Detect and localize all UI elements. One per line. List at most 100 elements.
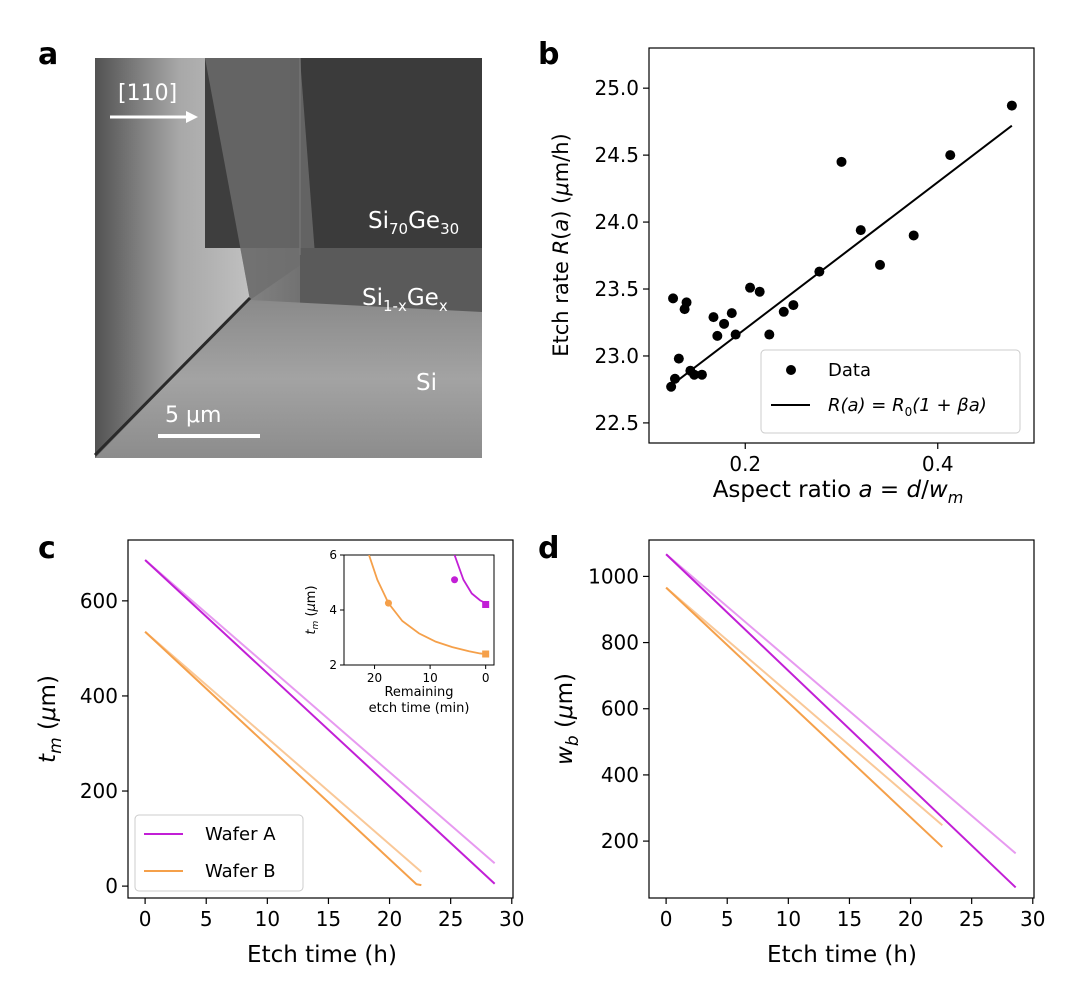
data-point [708,312,719,323]
data-point [745,282,756,293]
data-point [855,225,866,236]
legend-marker-data [786,365,796,375]
chart-c-xtick-label: 5 [200,907,213,931]
chart-b-frame [648,47,1035,444]
layer-label-mid: Si1-xGex [362,285,448,315]
chart-b-ytick-label: 24.5 [594,143,639,167]
chart-c-series-wafer-a [144,559,496,885]
inset-marker-square-wafer-a [482,601,490,608]
data-point [764,329,775,340]
inset-xtick-label: 20 [367,671,382,685]
chart-c-xtick-label: 0 [139,907,152,931]
chart-d-ylabel: wb (μm) [552,673,583,765]
inset-xtick-label: 0 [482,671,490,685]
chart-d-xtick-label: 30 [1020,907,1045,931]
chart-d-xtick-label: 15 [837,907,862,931]
sem-image: [110] Si70Ge30 Si1-xGex Si 5 μm [93,58,482,458]
inset-marker-circle-wafer-a [451,576,459,584]
chart-b-ytick-label: 24.0 [594,210,639,234]
chart-b-ylabel: Etch rate R(a) (μm/h) [549,133,573,357]
chart-c-xtick-label: 15 [316,907,341,931]
arrow-head-icon [186,111,198,123]
chart-c-frame [127,539,514,899]
legend-label-wafer-b: Wafer B [205,861,276,882]
inset-xlabel-line2: etch time (min) [369,701,470,716]
fit-line [670,124,1013,387]
chart-c-xlabel: Etch time (h) [247,942,397,968]
data-point [719,318,730,329]
inset-curve-wafer-a [453,555,487,604]
data-point [668,293,679,304]
data-point [730,329,741,340]
panel-letter-d: d [538,531,559,566]
inset-ytick-label: 2 [329,658,337,672]
chart-c-series-wafer-b-extrapolated [144,631,422,873]
data-point [778,306,789,317]
inset-frame [343,554,495,666]
inset-marker-circle-wafer-b [384,599,392,607]
chart-d-xtick-label: 10 [776,907,801,931]
data-point [726,308,737,319]
data-point [1006,100,1017,111]
chart-c-series-wafer-b [144,631,422,887]
chart-b-xlabel: Aspect ratio a = d/wm [713,477,964,507]
panel-letter-a: a [38,37,58,72]
inset-ytick-label: 4 [329,603,337,617]
chart-b-ytick-label: 23.5 [594,277,639,301]
chart-c-ytick-label: 200 [80,779,118,803]
layer-label-top: Si70Ge30 [368,208,459,238]
data-point [908,230,919,241]
chart-b-ytick-label: 25.0 [594,76,639,100]
layer-label-bottom: Si [416,370,437,396]
chart-c-series-wafer-a-extrapolated [144,559,496,865]
chart-d-ytick-label: 1000 [588,564,639,588]
chart-d-xtick-label: 20 [898,907,923,931]
legend-label-data: Data [828,360,871,381]
data-point [875,259,885,270]
chart-d-xtick-label: 25 [959,907,984,931]
data-point [673,353,684,364]
data-point [836,156,847,167]
chart-c-xtick-label: 20 [377,907,402,931]
chart-c-xtick-label: 10 [255,907,280,931]
inset-marker-square-wafer-b [482,650,490,658]
data-point [681,297,692,308]
direction-label: [110] [118,81,177,106]
data-point [712,330,723,341]
inset-ytick-label: 6 [329,548,337,562]
chart-c-ytick-label: 600 [80,589,118,613]
chart-d-frame [648,539,1035,899]
chart-d-ytick-label: 200 [601,829,639,853]
chart-d-ytick-label: 800 [601,631,639,655]
chart-b-ytick-label: 23.0 [594,344,639,368]
chart-b-legend: Data R(a) = R0(1 + βa) [760,349,1021,434]
chart-d-ytick-label: 600 [601,697,639,721]
chart-b-ytick-label: 22.5 [594,411,639,435]
inset-ylabel: tm (μm) [304,585,321,634]
inset-xtick-label: 10 [422,671,437,685]
data-point [814,266,825,277]
chart-c-legend: Wafer A Wafer B [134,814,304,892]
legend-label-wafer-a: Wafer A [205,824,276,845]
data-point [754,286,765,297]
chart-b-xtick-label: 0.4 [922,452,954,476]
chart-d-series-wafer-a-extrapolated [665,553,1017,855]
chart-c-ytick-label: 0 [105,874,118,898]
chart-c-ytick-label: 400 [80,684,118,708]
chart-d-series-wafer-b [665,586,944,848]
inset-xlabel-line1: Remaining [384,685,453,700]
inset-curve-wafer-b [368,555,486,655]
data-point [669,373,680,384]
chart-c-ylabel: tm (μm) [35,675,66,763]
chart-b: 0.2 0.4 22.5 23.0 23.5 24.0 24.5 25.0 Data R(a)… [549,47,1035,507]
chart-b-xtick-label: 0.2 [729,452,761,476]
scale-bar-label: 5 μm [165,403,221,428]
data-point [945,150,956,161]
chart-d-series-wafer-b-extrapolated [665,586,943,826]
chart-d-series-wafer-a [665,553,1017,889]
data-point [696,369,707,380]
data-point [689,369,700,380]
chart-d-xtick-label: 5 [721,907,734,931]
